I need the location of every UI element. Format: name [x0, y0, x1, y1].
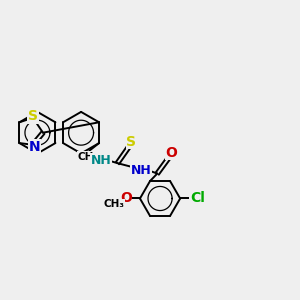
Text: CH₃: CH₃: [77, 152, 98, 162]
Text: N: N: [28, 140, 40, 154]
Text: S: S: [126, 135, 136, 149]
Text: NH: NH: [91, 154, 112, 167]
Text: O: O: [120, 191, 132, 205]
Text: NH: NH: [130, 164, 152, 177]
Text: S: S: [28, 110, 38, 123]
Text: Cl: Cl: [190, 191, 205, 206]
Text: O: O: [166, 146, 177, 160]
Text: CH₃: CH₃: [104, 199, 125, 209]
